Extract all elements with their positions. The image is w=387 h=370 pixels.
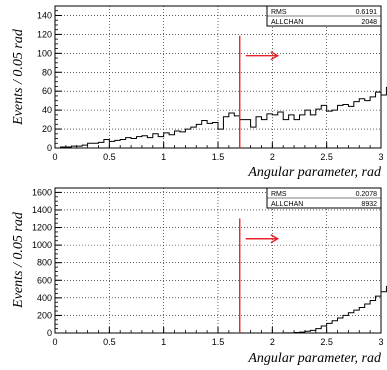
grid: [55, 6, 381, 148]
stats-value: 0.6191: [356, 9, 378, 16]
arrow-right-icon: [245, 51, 280, 61]
y-tick-label: 0: [47, 328, 52, 338]
y-tick-label: 80: [42, 67, 52, 77]
x-axis-title: Angular parameter, rad: [247, 165, 382, 180]
arrow-head: [270, 234, 280, 244]
stats-label: RMS: [271, 9, 287, 16]
y-tick-label: 40: [42, 105, 52, 115]
y-tick-label: 0: [47, 143, 52, 153]
histogram-series: [55, 285, 387, 334]
stats-label: RMS: [271, 191, 287, 198]
x-tick-label: 1.5: [212, 152, 225, 162]
y-tick-label: 1400: [32, 205, 52, 215]
y-tick-label: 1200: [32, 223, 52, 233]
x-tick-label: 0.5: [103, 152, 116, 162]
y-tick-label: 120: [37, 29, 52, 39]
grid: [55, 188, 381, 333]
x-tick-label: 2: [270, 337, 275, 347]
y-tick-label: 20: [42, 124, 52, 134]
x-tick-label: 0: [52, 152, 57, 162]
y-tick-labels: 0 20 40 60 80 100 120 140: [37, 10, 52, 153]
x-tick-labels: 0 0.5 1 1.5 2 2.5 3: [52, 337, 383, 347]
x-tick-labels: 0 0.5 1 1.5 2 2.5 3: [52, 152, 383, 162]
y-tick-label: 140: [37, 10, 52, 20]
stats-value: 0.2078: [356, 191, 378, 198]
x-tick-label: 2.5: [320, 152, 333, 162]
y-tick-label: 800: [37, 258, 52, 268]
x-tick-label: 1: [161, 152, 166, 162]
x-tick-label: 0: [52, 337, 57, 347]
y-tick-label: 1000: [32, 240, 52, 250]
x-tick-label: 3: [378, 337, 383, 347]
histogram-series: [55, 86, 387, 149]
arrow-head: [270, 51, 280, 61]
x-tick-label: 3: [378, 152, 383, 162]
stats-label: ALLCHAN: [271, 19, 303, 26]
y-tick-label: 60: [42, 86, 52, 96]
y-axis-title: Events / 0.05 rad: [11, 211, 26, 309]
y-axis-title: Events / 0.05 rad: [11, 28, 26, 126]
arrow-right-icon: [245, 234, 280, 244]
x-tick-label: 1: [161, 337, 166, 347]
y-tick-labels: 0 200 400 600 800 1000 1200 1400 1600: [32, 187, 52, 338]
stats-value: 8932: [361, 201, 377, 208]
stats-box: RMS 0.2078 ALLCHAN 8932: [266, 187, 382, 209]
histogram-panel-bottom: 0 0.5 1 1.5 2 2.5 3 0 200 400 600 800 1000 1200 1400 1…: [11, 187, 387, 366]
x-axis-title: Angular parameter, rad: [247, 351, 382, 366]
y-tick-label: 100: [37, 48, 52, 58]
y-tick-label: 1600: [32, 187, 52, 197]
stats-value: 2048: [361, 19, 377, 26]
x-tick-label: 2: [270, 152, 275, 162]
stats-label: ALLCHAN: [271, 201, 303, 208]
stats-box: RMS 0.6191 ALLCHAN 2048: [266, 5, 382, 27]
y-tick-label: 200: [37, 310, 52, 320]
y-tick-label: 600: [37, 275, 52, 285]
histogram-panel-top: 0 0.5 1 1.5 2 2.5 3 0 20 40 60 80 100 120 140 RMS 0.61…: [11, 5, 387, 180]
axis-ticks: [54, 10, 382, 149]
y-tick-label: 400: [37, 293, 52, 303]
x-tick-label: 2.5: [320, 337, 333, 347]
x-tick-label: 0.5: [103, 337, 116, 347]
x-tick-label: 1.5: [212, 337, 225, 347]
